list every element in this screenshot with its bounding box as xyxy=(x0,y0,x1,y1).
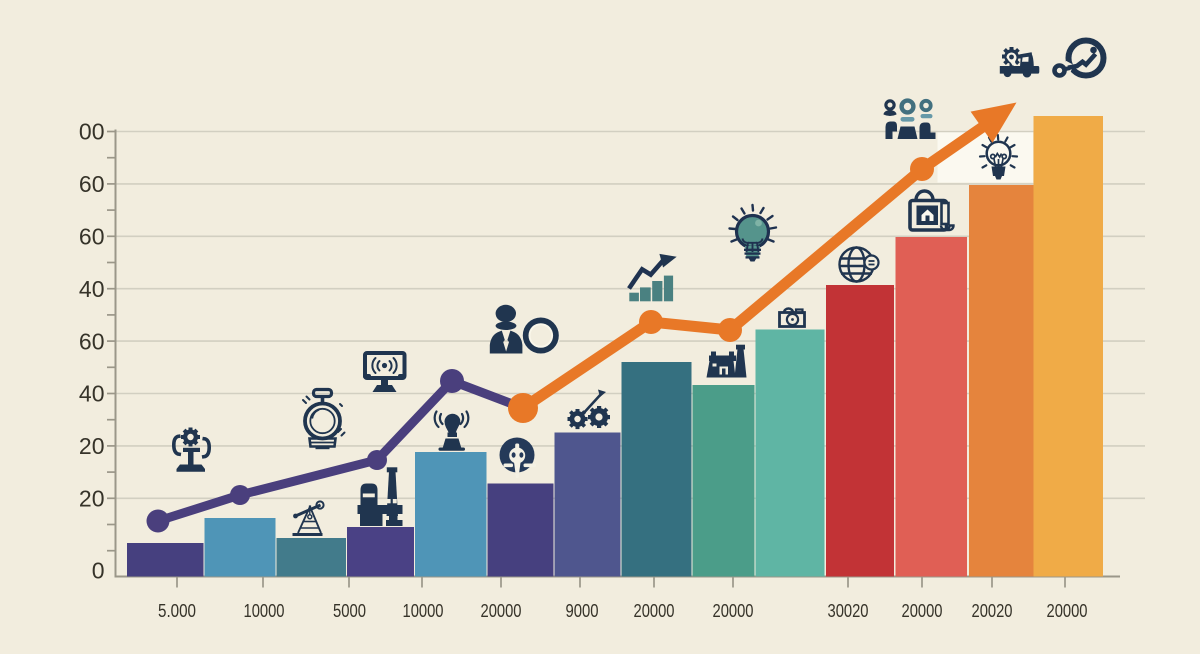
svg-text:30020: 30020 xyxy=(828,601,869,621)
svg-text:40: 40 xyxy=(79,381,105,407)
svg-text:20000: 20000 xyxy=(634,601,675,621)
svg-text:20000: 20000 xyxy=(481,601,522,621)
svg-text:9000: 9000 xyxy=(566,601,599,621)
svg-text:20000: 20000 xyxy=(1047,601,1088,621)
svg-text:5000: 5000 xyxy=(333,601,366,621)
svg-text:5.000: 5.000 xyxy=(158,601,196,621)
svg-text:20000: 20000 xyxy=(713,601,754,621)
svg-text:40: 40 xyxy=(79,276,105,302)
svg-text:20: 20 xyxy=(79,486,105,512)
svg-text:60: 60 xyxy=(79,224,105,250)
svg-text:60: 60 xyxy=(79,328,105,354)
svg-text:10000: 10000 xyxy=(403,601,444,621)
svg-text:20: 20 xyxy=(79,433,105,459)
svg-text:20020: 20020 xyxy=(972,601,1013,621)
svg-text:20000: 20000 xyxy=(902,601,943,621)
svg-text:0: 0 xyxy=(92,558,105,584)
svg-text:00: 00 xyxy=(79,119,105,145)
svg-text:60: 60 xyxy=(79,171,105,197)
svg-text:10000: 10000 xyxy=(244,601,285,621)
